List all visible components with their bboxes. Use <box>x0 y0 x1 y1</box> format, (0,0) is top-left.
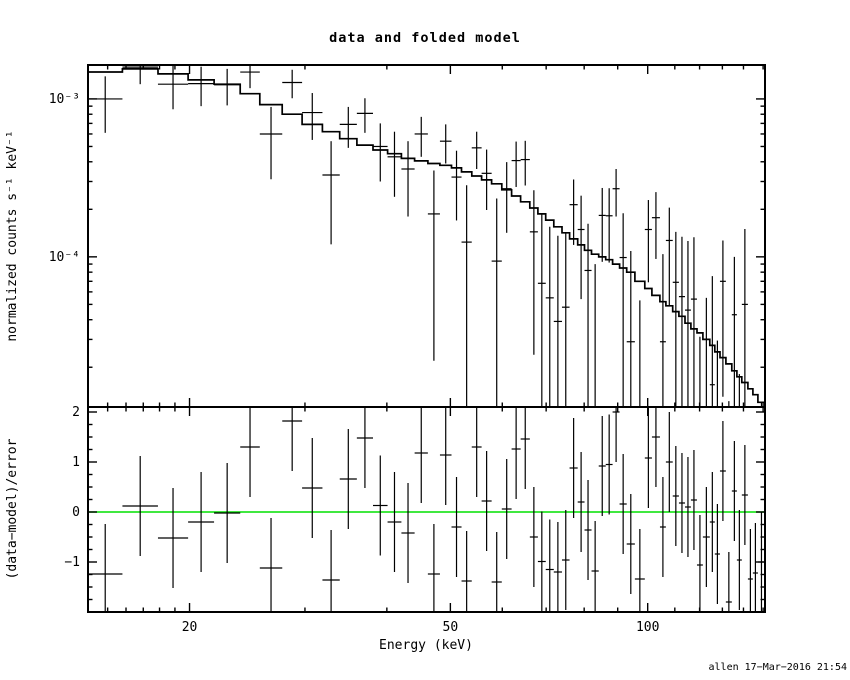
plot-title: data and folded model <box>329 30 521 46</box>
x-tick-label: 100 <box>636 620 659 635</box>
spectrum-data-points <box>88 65 763 407</box>
y-axis-label-spectrum: normalized counts s⁻¹ keV⁻¹ <box>5 130 20 341</box>
plot-signature-timestamp: allen 17−Mar−2016 21:54 <box>709 662 847 673</box>
x-tick-label: 20 <box>182 620 198 635</box>
residual-panel-frame <box>87 406 766 613</box>
y-tick-label: 2 <box>72 405 80 420</box>
model-step-line <box>88 68 765 404</box>
y-tick-label: 10⁻³ <box>49 92 80 107</box>
x-tick-label: 50 <box>443 620 459 635</box>
axis-tick-labels: 20 50 100 10⁻³ 10⁻⁴ −1 0 1 2 <box>49 92 660 635</box>
residual-data-points <box>88 407 765 612</box>
x-axis-label: Energy (keV) <box>379 638 473 653</box>
y-tick-label: 1 <box>72 455 80 470</box>
folded-model-histogram <box>88 68 765 404</box>
y-tick-label: 0 <box>72 505 80 520</box>
y-axis-label-residuals: (data−model)/error <box>5 438 20 579</box>
y-tick-label: −1 <box>64 555 80 570</box>
y-tick-label: 10⁻⁴ <box>49 250 80 265</box>
axes-frame <box>87 64 766 613</box>
axis-ticks <box>88 65 765 612</box>
